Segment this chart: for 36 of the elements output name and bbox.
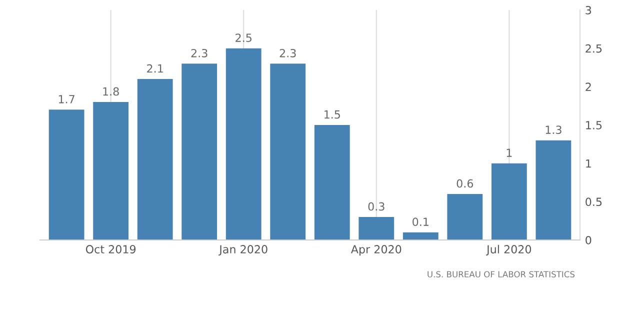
bar [447, 194, 483, 240]
bar [314, 125, 350, 240]
x-tick-label: Jul 2020 [486, 244, 532, 256]
data-label: 0.6 [456, 179, 474, 188]
y-tick-label: 1.5 [586, 121, 602, 130]
data-label: 1.8 [103, 87, 119, 96]
data-label: 1.3 [546, 126, 562, 134]
x-tick-label: Jan 2020 [218, 245, 268, 256]
data-label: 0.1 [412, 218, 428, 226]
bar [93, 102, 129, 240]
bar [48, 110, 84, 240]
bar [402, 232, 438, 240]
bar [137, 79, 173, 240]
data-label: 1.7 [58, 95, 74, 104]
y-tick-label: 2.5 [586, 44, 602, 53]
y-tick-label: 1 [586, 159, 591, 168]
bar [226, 48, 262, 240]
data-label: 2.3 [280, 48, 296, 58]
y-tick-label: 2 [586, 82, 591, 91]
y-tick-label: 3 [586, 6, 592, 14]
data-label: 2.1 [147, 64, 163, 73]
bar [182, 64, 218, 240]
data-label: 1.5 [324, 110, 340, 119]
bar [536, 140, 572, 240]
x-tick-label: Oct 2019 [86, 245, 136, 254]
data-label: 2.3 [191, 48, 208, 58]
text: U.S. BUREAU OF LABOR STATISTICS [428, 271, 575, 278]
y-tick-label: 0.5 [586, 198, 602, 206]
bar [491, 163, 527, 240]
data-label: 2.5 [236, 34, 252, 42]
x-tick-label: Apr 2020 [350, 245, 402, 256]
bar [270, 64, 306, 240]
bar [358, 217, 394, 240]
data-label: 1 [506, 148, 512, 157]
data-label: 0.3 [368, 202, 384, 211]
y-tick-label: 0 [586, 236, 592, 244]
